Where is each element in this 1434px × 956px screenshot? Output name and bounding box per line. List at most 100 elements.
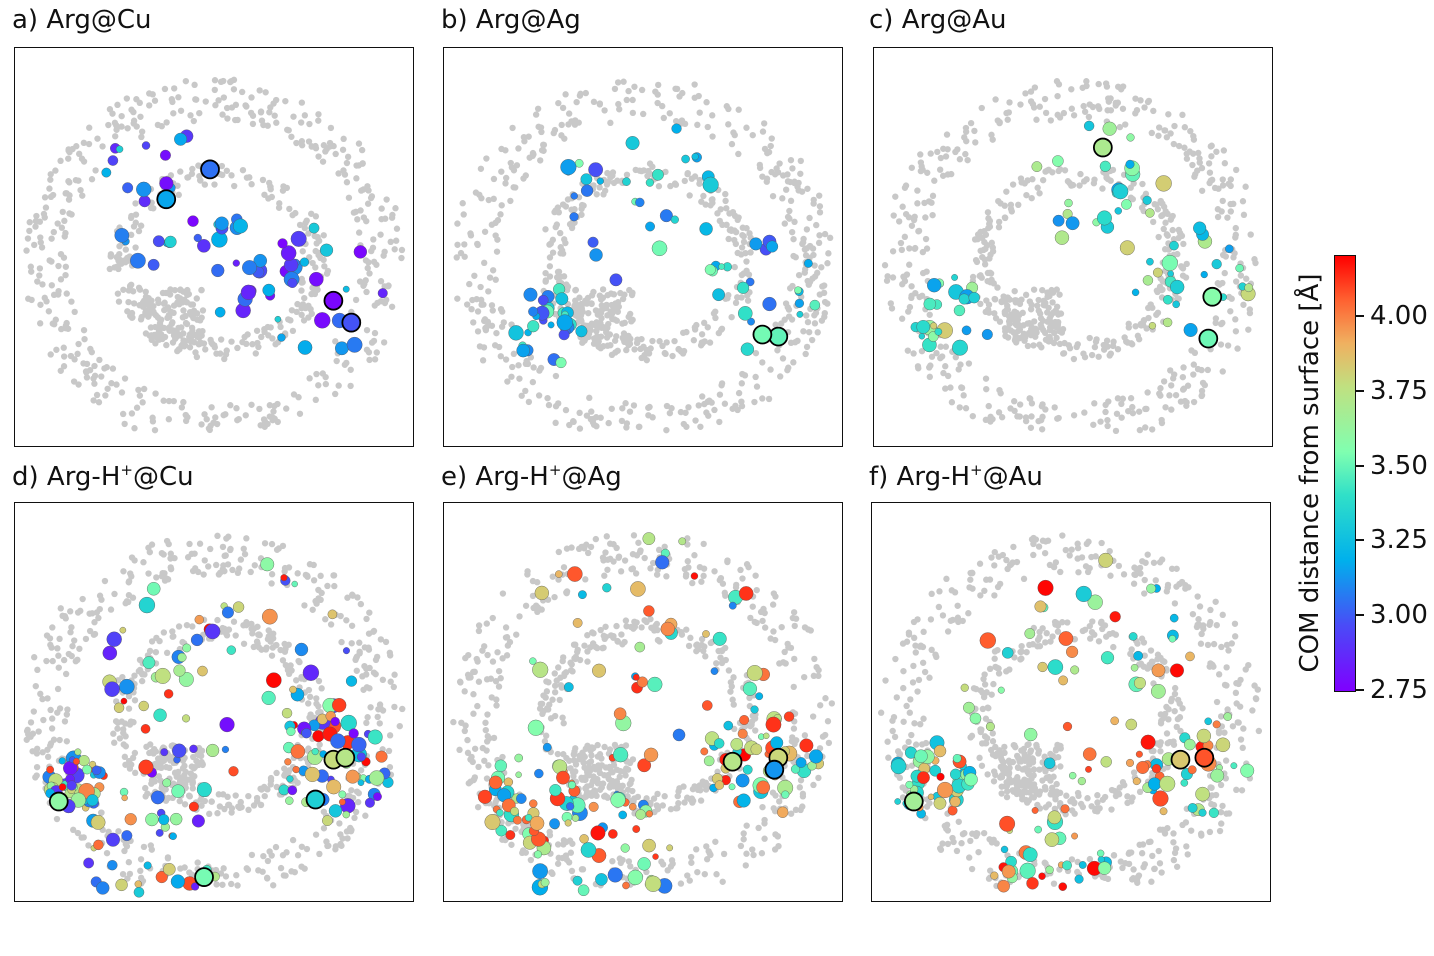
background-point [644,172,651,180]
background-point [33,750,41,757]
background-point [1028,194,1035,202]
background-point [583,788,591,796]
background-point [792,806,800,814]
background-point [632,570,640,577]
background-point [508,373,515,380]
minimum-point [172,743,187,758]
background-point [917,151,924,158]
background-point [1132,323,1139,330]
background-point [271,112,278,119]
minimum-point [770,736,784,750]
background-point [576,92,584,99]
background-point [562,91,569,98]
minimum-point [588,162,604,178]
minimum-point [221,745,230,754]
background-point [63,290,70,297]
background-point [340,135,347,143]
background-point [1012,332,1019,339]
background-point [1170,140,1177,148]
background-point [654,805,662,813]
minimum-point [515,771,522,778]
background-point [499,590,507,597]
background-point [1230,200,1237,208]
background-point [636,423,643,430]
background-point [604,169,611,177]
background-point [317,572,324,580]
background-point [223,628,230,635]
background-point [166,764,173,772]
panel-title-a: a) Arg@Cu [12,5,152,35]
background-point [546,828,553,836]
background-point [626,286,633,294]
background-point [115,257,122,264]
background-point [245,806,252,814]
background-point [258,333,265,341]
background-point [214,810,221,817]
background-point [908,222,916,229]
minimum-point [141,141,151,150]
background-point [616,106,623,113]
background-point [1068,182,1075,189]
background-point [1024,342,1032,350]
background-point [926,373,934,381]
background-point [1239,198,1247,205]
background-point [905,738,912,746]
minimum-point [187,215,199,227]
background-point [1125,860,1133,868]
background-point [553,677,560,684]
background-point [555,548,563,556]
background-point [339,146,347,153]
background-point [228,172,235,179]
background-point [313,695,320,702]
background-point [926,674,933,681]
background-point [1115,562,1123,570]
background-point [392,205,399,212]
background-point [920,628,927,636]
background-point [458,719,465,726]
background-point [924,169,931,176]
background-point [653,571,661,578]
minimum-point [152,235,165,248]
background-point [1141,104,1148,111]
background-point [967,576,974,583]
background-point [819,733,827,740]
background-point [48,282,55,289]
background-point [767,142,774,150]
background-point [128,231,135,239]
background-point [709,199,716,207]
background-point [702,653,709,660]
background-point [990,836,997,843]
minimum-point [745,277,755,287]
background-point [643,618,650,626]
minimum-point [569,212,579,222]
background-point [904,347,912,354]
background-point [549,236,557,244]
background-point [388,214,396,221]
background-point [120,286,127,293]
background-point [643,795,650,802]
background-point [524,571,531,578]
background-point [119,870,127,878]
background-point [1038,344,1045,351]
minimum-point [143,861,152,870]
minimum-point [332,698,347,713]
background-point [232,632,239,639]
background-point [1149,852,1156,860]
minimum-point [505,830,516,840]
background-point [290,391,298,398]
background-point [290,113,297,120]
minimum-point [197,239,211,253]
background-point [588,752,595,759]
background-point [65,147,72,154]
background-point [518,392,525,399]
background-point [160,629,168,636]
background-point [599,306,606,313]
background-point [672,117,680,125]
background-point [625,858,633,865]
background-point [579,751,587,758]
background-point [802,266,809,273]
background-point [1214,213,1222,221]
minimum-point [691,153,699,161]
background-point [734,406,741,414]
background-point [306,120,313,128]
